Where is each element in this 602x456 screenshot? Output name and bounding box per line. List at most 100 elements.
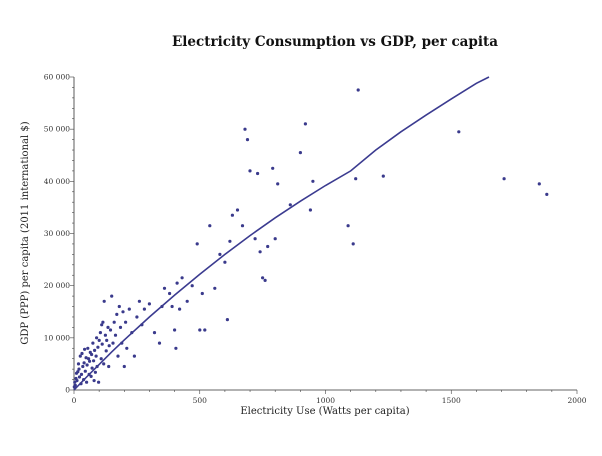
data-point <box>86 346 90 350</box>
data-point <box>76 370 80 374</box>
data-point <box>117 304 121 309</box>
y-tick-label: 10 000 <box>44 333 70 342</box>
data-point <box>90 352 94 357</box>
data-point <box>218 252 222 256</box>
y-tick-label: 20 000 <box>44 281 70 290</box>
data-point <box>73 383 77 387</box>
data-point <box>98 331 102 335</box>
data-point <box>73 380 77 384</box>
data-point <box>298 151 302 155</box>
data-point <box>100 342 104 346</box>
data-point <box>457 130 461 134</box>
data-point <box>162 286 167 290</box>
data-point <box>101 320 105 324</box>
data-point <box>130 331 134 335</box>
data-point <box>108 328 113 332</box>
data-point <box>87 357 91 361</box>
data-point <box>230 213 234 217</box>
data-point <box>253 237 257 241</box>
data-point <box>82 361 86 365</box>
data-point <box>85 363 89 367</box>
data-point <box>271 166 275 170</box>
data-point <box>99 357 103 361</box>
data-point <box>152 331 157 335</box>
data-point <box>132 354 136 358</box>
data-point <box>78 354 82 358</box>
data-point <box>213 286 217 290</box>
data-point <box>200 291 204 296</box>
data-point <box>85 380 89 384</box>
y-tick-label: 0 <box>65 386 70 395</box>
data-point <box>263 278 267 282</box>
data-point <box>102 299 106 303</box>
x-tick-label: 0 <box>72 396 77 405</box>
data-point <box>308 208 312 212</box>
data-point <box>190 284 194 288</box>
data-point <box>351 242 355 246</box>
data-point <box>92 359 96 363</box>
axes <box>73 77 577 391</box>
data-point <box>79 372 84 376</box>
data-point <box>261 276 265 280</box>
data-point <box>142 307 146 311</box>
data-point <box>83 347 87 351</box>
data-point <box>112 320 116 324</box>
data-point <box>111 341 115 345</box>
data-point <box>124 320 128 324</box>
data-point <box>77 375 82 379</box>
x-tick-label: 1500 <box>442 396 461 405</box>
data-point <box>104 349 108 353</box>
y-tick-label: 50 000 <box>44 125 70 134</box>
data-point <box>256 171 260 176</box>
data-point <box>82 378 86 382</box>
data-point <box>228 239 232 243</box>
data-point <box>198 328 202 332</box>
data-point <box>174 346 178 350</box>
data-point <box>225 318 229 322</box>
data-point <box>178 307 182 311</box>
data-point <box>93 370 97 374</box>
data-point <box>105 338 109 342</box>
x-tick-label: 500 <box>193 396 208 405</box>
data-point <box>75 379 79 383</box>
data-point <box>84 356 88 360</box>
data-point <box>303 122 307 126</box>
data-point <box>96 345 100 349</box>
data-point <box>175 281 179 285</box>
x-tick-label: 2000 <box>567 396 586 405</box>
data-point <box>195 242 199 246</box>
data-point <box>100 323 104 327</box>
data-point <box>185 299 189 303</box>
data-point <box>90 366 94 370</box>
data-point <box>203 328 207 332</box>
data-point <box>107 344 111 348</box>
data-point <box>276 182 280 186</box>
chart-title: Electricity Consumption vs GDP, per capi… <box>172 34 498 50</box>
data-point <box>173 328 177 332</box>
data-point <box>95 364 99 369</box>
x-tick-label: 1000 <box>316 396 335 405</box>
data-point <box>76 362 81 366</box>
data-point <box>354 177 358 181</box>
data-point <box>107 364 111 369</box>
data-point <box>77 367 81 371</box>
data-point <box>223 260 227 264</box>
axis-ticks: 0 500 1000 1500 2000 0 10 000 20 000 30 000 40 00… <box>44 73 587 406</box>
data-point <box>95 336 99 340</box>
data-point <box>288 203 292 207</box>
data-point <box>110 294 114 298</box>
data-point <box>89 374 93 378</box>
data-point <box>240 224 245 228</box>
data-point <box>245 138 250 142</box>
data-point <box>135 315 139 319</box>
data-point <box>137 299 141 303</box>
data-point <box>80 351 84 356</box>
y-tick-label: 60 000 <box>44 73 70 82</box>
data-point <box>537 182 541 186</box>
data-point <box>311 179 315 183</box>
data-point <box>106 325 110 329</box>
data-point <box>248 169 252 173</box>
data-point <box>103 333 107 337</box>
fit-curve <box>73 76 490 391</box>
data-point <box>160 304 164 309</box>
